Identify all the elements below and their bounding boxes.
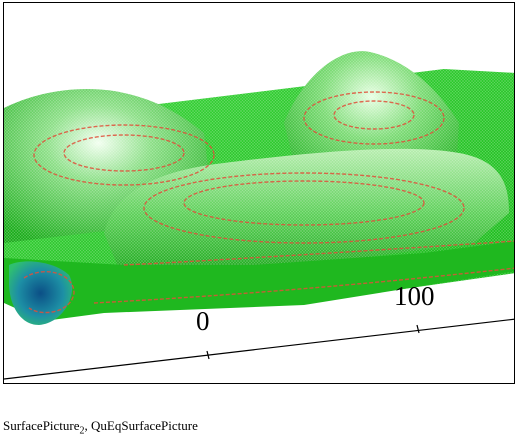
caption-separator: , bbox=[84, 418, 92, 433]
x-axis-line bbox=[4, 318, 514, 380]
contour-lines bbox=[23, 91, 514, 314]
caption-name1: SurfacePicture bbox=[3, 418, 80, 433]
tick-label-100: 100 bbox=[394, 281, 435, 311]
caption-name2: QuEqSurfacePicture bbox=[91, 418, 198, 433]
tick-label-0: 0 bbox=[196, 306, 210, 336]
caption: SurfacePicture2, QuEqSurfacePicture bbox=[3, 418, 198, 437]
surface-plot[interactable] bbox=[4, 3, 515, 384]
caption-subscript: 2 bbox=[79, 425, 85, 437]
surface-plot-frame[interactable]: 0 100 bbox=[3, 2, 515, 384]
tick-0 bbox=[206, 350, 210, 360]
tick-100 bbox=[416, 324, 420, 334]
